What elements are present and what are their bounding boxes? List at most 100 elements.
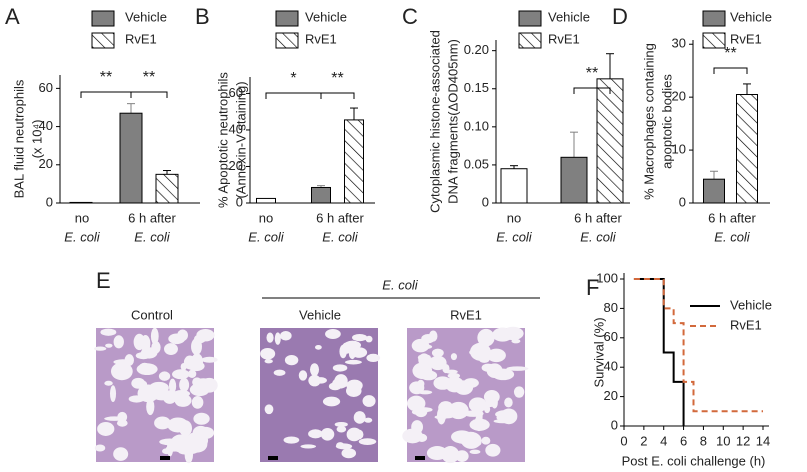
alveolus	[191, 338, 202, 356]
alveolus	[192, 377, 202, 388]
significance-bracket	[320, 92, 355, 99]
bar	[256, 197, 276, 204]
y-tick-label: 100	[596, 270, 618, 285]
histology-image	[402, 326, 529, 464]
x-tick-sublabel: E. coli	[714, 229, 751, 244]
significance-bracket	[713, 67, 748, 74]
alveolus	[193, 412, 210, 425]
y-tick-label: 60	[39, 80, 53, 95]
bar	[344, 119, 364, 204]
x-tick-label: 6 h after	[128, 210, 176, 225]
y-tick-label: 0.20	[464, 42, 489, 57]
significance-bracket	[80, 91, 132, 98]
alveolus	[486, 348, 506, 363]
alveolus	[419, 370, 438, 381]
alveolus	[113, 335, 124, 349]
alveolus	[150, 327, 159, 345]
legend-label: RvE1	[125, 31, 157, 46]
legend-swatch	[91, 32, 115, 49]
y-tick-label: 60	[604, 329, 618, 344]
bar	[311, 186, 331, 204]
panel-label: D	[612, 4, 628, 29]
alveolus	[184, 446, 194, 464]
significance-label: **	[143, 69, 155, 86]
x-tick-sublabel: E. coli	[322, 229, 359, 244]
alveolus	[117, 411, 128, 423]
alveolus	[266, 332, 274, 343]
alveolus	[284, 354, 299, 366]
alveolus	[146, 398, 155, 416]
alveolus	[179, 377, 190, 392]
alveolus	[339, 344, 347, 359]
alveolus	[481, 436, 491, 445]
alveolus	[343, 340, 362, 350]
scale-bar	[415, 456, 425, 460]
alveolus	[481, 363, 495, 372]
legend-label: Vehicle	[125, 9, 167, 24]
alveolus	[109, 385, 117, 403]
alveolus	[260, 347, 276, 360]
alveolus	[492, 368, 515, 381]
y-axis-label: DNA fragments(ΔOD405nm)	[445, 39, 460, 204]
bar	[703, 178, 725, 204]
alveolus	[308, 429, 323, 439]
alveolus	[411, 409, 425, 415]
x-tick-label: 0	[620, 433, 627, 448]
x-tick-sublabel: E. coli	[64, 229, 101, 244]
bar	[155, 173, 179, 204]
significance-label: **	[724, 45, 736, 62]
legend-label: RvE1	[730, 317, 762, 332]
alveolus	[502, 326, 524, 341]
alveolus	[162, 448, 172, 455]
y-tick-label: 20	[229, 158, 243, 173]
alveolus	[170, 434, 190, 453]
legend-swatch	[91, 10, 115, 27]
alveolus	[418, 353, 431, 367]
x-tick-label: 6 h after	[574, 210, 622, 225]
alveolus	[411, 338, 430, 353]
alveolus	[436, 406, 446, 425]
legend-label: RvE1	[730, 31, 762, 46]
alveolus	[191, 396, 204, 409]
legend-label: Vehicle	[730, 297, 772, 312]
alveolus	[177, 329, 188, 342]
legend-label: Vehicle	[548, 9, 590, 24]
legend-label: RvE1	[548, 31, 580, 46]
x-tick-sublabel: E. coli	[580, 229, 617, 244]
alveolus	[428, 330, 438, 342]
alveolus	[131, 377, 146, 389]
histology-image	[93, 327, 218, 464]
legend-swatch	[702, 32, 726, 49]
alveolus	[200, 377, 218, 393]
bar	[69, 201, 93, 204]
alveolus	[104, 380, 113, 386]
bar	[560, 156, 588, 204]
alveolus	[196, 328, 215, 342]
legend-label: RvE1	[305, 31, 337, 46]
bar	[596, 78, 624, 204]
x-tick-label: no	[75, 210, 89, 225]
alveolus	[341, 448, 357, 459]
alveolus	[344, 359, 362, 365]
legend-swatch	[518, 32, 542, 49]
alveolus	[334, 421, 348, 427]
alveolus	[506, 366, 529, 371]
x-tick-label: no	[507, 210, 521, 225]
panel-label: A	[5, 4, 20, 29]
alveolus	[264, 359, 273, 364]
alveolus	[274, 332, 281, 345]
alveolus	[135, 352, 152, 360]
alveolus	[350, 347, 368, 358]
y-tick-label: 0	[46, 194, 53, 209]
x-tick-label: 6 h after	[708, 210, 756, 225]
alveolus	[173, 389, 191, 398]
y-axis-label: Survival (%)	[591, 317, 606, 387]
alveolus	[452, 407, 459, 416]
survival-line	[633, 278, 763, 413]
y-tick-label: 0	[679, 194, 686, 209]
alveolus	[174, 393, 192, 407]
legend-swatch	[275, 10, 299, 27]
group-label: E. coli	[382, 277, 419, 292]
